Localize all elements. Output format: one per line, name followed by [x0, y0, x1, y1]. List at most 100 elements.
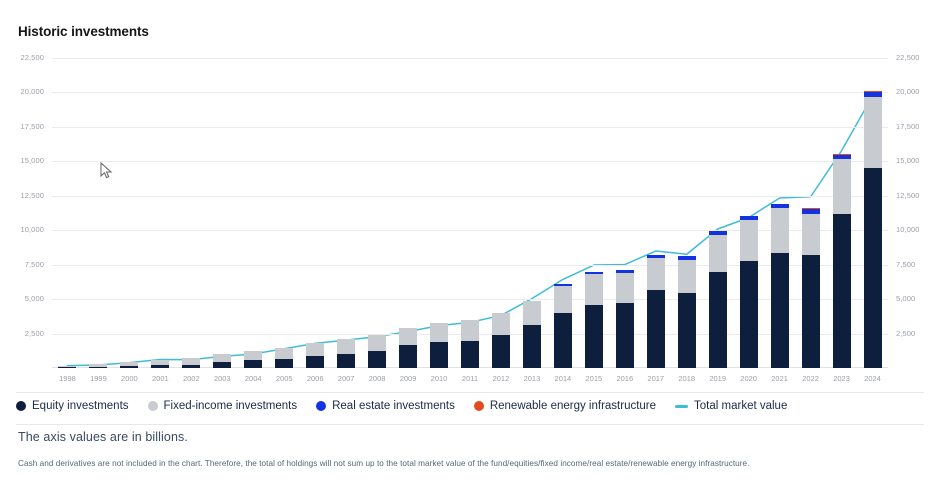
y-axis-tick-left: 7,500: [24, 259, 44, 269]
legend-dot-icon: [147, 401, 158, 411]
legend-dot-icon: [16, 401, 26, 411]
bar-segment: [615, 272, 634, 304]
bar-segment: [553, 285, 572, 313]
bar-slot[interactable]: 2023: [826, 58, 857, 382]
bar-slot[interactable]: 2024: [857, 58, 888, 382]
x-axis-tick: 2022: [802, 374, 819, 383]
bar-segment: [306, 355, 325, 368]
legend-dot-icon: [473, 401, 484, 411]
x-axis-tick: 2019: [709, 374, 727, 383]
bar-segment: [337, 339, 356, 354]
bar-segment: [646, 290, 665, 368]
bar-segment: [151, 364, 170, 368]
legend-divider-bottom: [16, 424, 924, 425]
bar-segment: [120, 365, 139, 368]
bar-slot[interactable]: 2010: [424, 58, 455, 382]
page-title: Historic investments: [18, 24, 149, 39]
bar-slot[interactable]: 2004: [238, 58, 269, 382]
x-axis-tick: 1998: [59, 374, 76, 383]
y-axis-tick-left: 15,000: [20, 156, 44, 166]
bar-segment: [801, 209, 820, 214]
bar-slot[interactable]: 2009: [393, 58, 424, 382]
bar-segment: [832, 153, 851, 155]
bar-segment: [89, 363, 108, 367]
y-axis-tick-right: 12,500: [896, 190, 920, 200]
bar-slot[interactable]: 2013: [516, 58, 547, 382]
bar-segment: [430, 322, 449, 342]
bar-slot[interactable]: 2022: [795, 58, 826, 382]
bar-slot[interactable]: 2019: [702, 58, 733, 382]
bar-segment: [306, 342, 325, 356]
bar-slot[interactable]: 2001: [145, 58, 176, 382]
x-axis-tick: 2018: [678, 374, 696, 383]
bar-segment: [182, 358, 201, 365]
y-axis-tick-right: 2,500: [896, 328, 916, 338]
legend-item[interactable]: Equity investments: [16, 400, 129, 412]
y-axis-tick-right: 22,500: [896, 53, 920, 62]
gridline: [52, 195, 888, 197]
bar-slot[interactable]: 2015: [578, 58, 609, 382]
x-axis-tick: 1999: [90, 374, 107, 383]
bar-segment: [677, 255, 696, 260]
bar-slot[interactable]: 2017: [640, 58, 671, 382]
bar-segment: [460, 320, 479, 341]
gridline: [52, 126, 888, 128]
bar-segment: [708, 231, 727, 235]
legend-item[interactable]: Fixed-income investments: [147, 400, 297, 412]
bar-slot[interactable]: 1999: [83, 58, 114, 382]
bar-slot[interactable]: 2008: [362, 58, 393, 382]
bar-segment: [770, 252, 789, 368]
bar-slot[interactable]: 2020: [733, 58, 764, 382]
y-axis-tick-left: 10,000: [20, 225, 44, 235]
bar-segment: [89, 366, 108, 368]
bar-segment: [491, 313, 510, 336]
bar-slot[interactable]: 1998: [52, 58, 83, 382]
x-axis-tick: 2021: [771, 374, 788, 383]
bar-segment: [275, 347, 294, 359]
y-axis-tick-left: 12,500: [20, 190, 44, 200]
bar-slot[interactable]: 2018: [671, 58, 702, 382]
legend-item[interactable]: Total market value: [675, 400, 787, 412]
bar-segment: [337, 353, 356, 368]
bar-segment: [213, 362, 232, 368]
bar-segment: [770, 208, 789, 253]
bar-slot[interactable]: 2012: [485, 58, 516, 382]
bar-segment: [553, 283, 572, 286]
legend-item[interactable]: Real estate investments: [316, 400, 455, 412]
bar-slot[interactable]: 2000: [114, 58, 145, 382]
bar-slot[interactable]: 2005: [269, 58, 300, 382]
bar-slot[interactable]: 2021: [764, 58, 795, 382]
bar-slot[interactable]: 2011: [455, 58, 486, 382]
x-axis-tick: 2011: [461, 374, 479, 383]
legend-line-icon: [675, 404, 689, 408]
bar-slot[interactable]: 2007: [331, 58, 362, 382]
y-axis-tick-left: 2,500: [24, 328, 44, 338]
bar-slot[interactable]: 2014: [547, 58, 578, 382]
gridline: [52, 161, 888, 163]
bar-slot[interactable]: 2006: [300, 58, 331, 382]
bar-slot[interactable]: 2016: [609, 58, 640, 382]
bar-segment: [522, 325, 541, 368]
legend-item-label: Renewable energy infrastructure: [489, 400, 657, 412]
bar-segment: [275, 358, 294, 368]
x-axis-tick: 2016: [616, 374, 634, 383]
y-axis-tick-right: 20,000: [896, 87, 920, 97]
legend-item[interactable]: Renewable energy infrastructure: [473, 400, 657, 412]
bar-slot[interactable]: 2002: [176, 58, 207, 382]
gridline: [52, 299, 888, 301]
bar-segment: [58, 365, 77, 368]
y-axis-tick-left: 22,500: [20, 53, 44, 62]
bar-segment: [151, 359, 170, 365]
y-axis-tick-right: 5,000: [896, 294, 916, 304]
bar-segment: [801, 208, 820, 210]
bar-segment: [368, 334, 387, 352]
x-axis-tick: 2015: [585, 374, 603, 383]
bar-slot[interactable]: 2003: [207, 58, 238, 382]
x-axis-tick: 2017: [647, 374, 665, 383]
bar-segment: [677, 292, 696, 368]
bar-segment: [368, 351, 387, 368]
x-axis-tick: 2012: [492, 374, 510, 383]
bar-segment: [708, 234, 727, 273]
x-axis-tick: 2008: [368, 374, 386, 383]
bar-segment: [646, 254, 665, 259]
